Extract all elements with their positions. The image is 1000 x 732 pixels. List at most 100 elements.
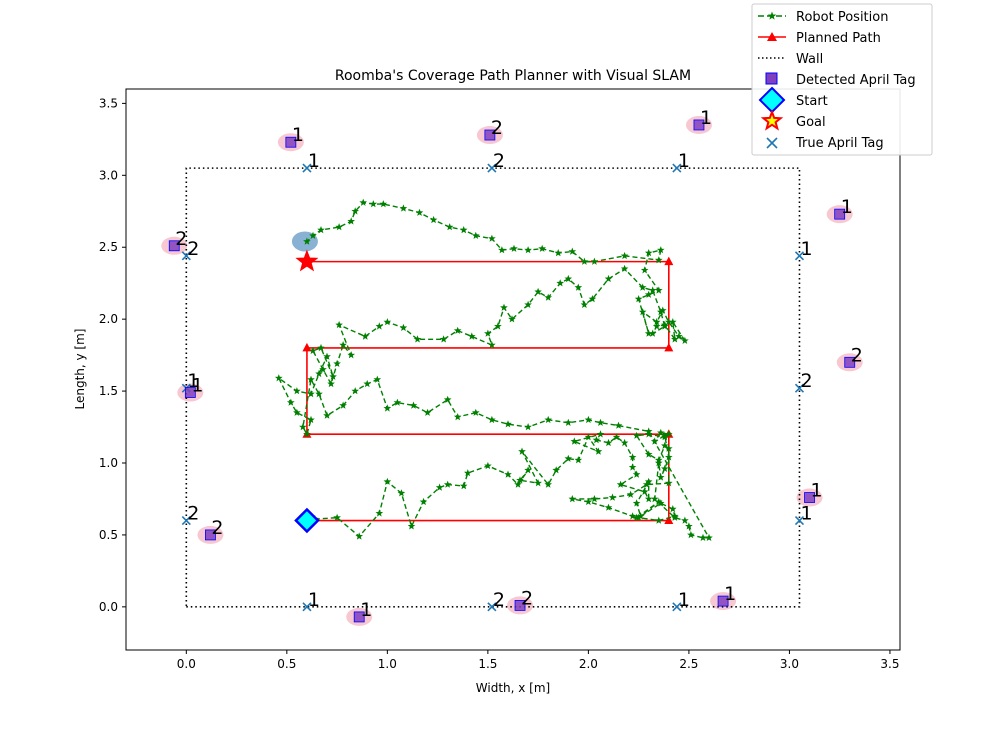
legend-robot-position: Robot Position <box>796 10 888 25</box>
true-tag-stroke <box>181 515 191 526</box>
x-tick-label: 2.0 <box>579 657 598 671</box>
robot-position-point <box>524 246 532 254</box>
robot-position-point <box>590 257 599 265</box>
true-tag-marker <box>487 163 497 173</box>
robot-position-point <box>464 469 472 477</box>
robot-position-point <box>393 398 402 406</box>
detected-tag-label: 2 <box>851 344 863 366</box>
x-tick-label: 0.5 <box>277 657 296 671</box>
robot-position-point <box>657 428 665 436</box>
robot-position-point <box>309 231 317 239</box>
detected-tag-marker <box>804 492 815 503</box>
robot-position-point <box>459 226 468 234</box>
robot-position-point <box>351 387 359 395</box>
robot-position-point <box>671 335 679 343</box>
robot-position-point <box>544 415 552 424</box>
robot-position-point <box>620 251 629 260</box>
robot-position-point <box>498 246 506 254</box>
robot-position-point <box>584 415 593 424</box>
robot-position-point <box>453 413 462 421</box>
robot-position-point <box>287 398 295 406</box>
robot-position-point <box>632 431 641 439</box>
robot-position-point <box>413 335 422 343</box>
robot-position-point <box>661 431 669 439</box>
robot-position-point <box>429 215 438 224</box>
true-tag-marker <box>181 515 191 526</box>
legend-planned-path: Planned Path <box>796 31 881 46</box>
true-tag-stroke <box>794 251 805 261</box>
detected-tag-marker <box>184 387 196 398</box>
robot-position-point <box>510 244 518 252</box>
robot-position-point <box>671 513 679 521</box>
y-tick-label: 2.5 <box>99 240 118 254</box>
y-axis-label: Length, y [m] <box>73 329 87 410</box>
true-tag-label: 1 <box>187 370 199 392</box>
planned-path-marker <box>664 256 674 266</box>
robot-position-point <box>657 473 665 481</box>
true-tag-label: 2 <box>187 238 199 260</box>
robot-position-point <box>488 234 496 242</box>
detected-tag-label: 1 <box>360 599 372 621</box>
y-tick-label: 1.5 <box>99 384 118 398</box>
legend-detected-marker <box>765 72 778 85</box>
robot-position-point <box>681 516 689 524</box>
robot-position-point <box>383 477 392 485</box>
robot-position-point <box>293 408 301 416</box>
y-tick-label: 0.5 <box>99 528 118 542</box>
detected-tag-label: 1 <box>191 375 203 397</box>
robot-position-point <box>644 427 653 435</box>
planned-path-line <box>306 260 670 522</box>
robot-position-point <box>484 329 492 337</box>
robot-position-point <box>544 480 552 488</box>
robot-position-point <box>620 264 629 272</box>
y-tick-label: 1.0 <box>99 456 118 470</box>
robot-position-point <box>484 461 492 470</box>
robot-position-point <box>628 463 637 471</box>
true-tag-label: 2 <box>800 370 812 392</box>
robot-position-point <box>642 480 651 488</box>
true-tag-stroke <box>302 602 312 612</box>
true-tag-label: 1 <box>800 238 812 260</box>
robot-position-point <box>339 341 347 349</box>
robot-position-point <box>315 390 323 398</box>
robot-position-point <box>375 509 384 517</box>
y-tick-label: 2.0 <box>99 312 118 326</box>
x-tick-label: 0.0 <box>177 657 196 671</box>
robot-position-point <box>335 223 343 231</box>
true-tag-marker <box>302 602 312 612</box>
detected-tag-marker <box>285 136 297 148</box>
robot-position-point <box>355 532 363 540</box>
robot-position-point <box>652 318 661 326</box>
robot-position-point <box>315 369 323 378</box>
robot-position-point <box>648 329 657 337</box>
robot-position-point <box>564 418 573 426</box>
x-tick-label: 3.0 <box>780 657 799 671</box>
robot-position-point <box>375 322 384 330</box>
robot-position-point <box>435 483 444 491</box>
detected-tag-marker <box>484 129 496 141</box>
robot-position-point <box>443 480 452 488</box>
robot-position-point <box>570 437 579 445</box>
robot-position-point <box>407 522 416 530</box>
robot-position-point <box>568 247 577 255</box>
true-tag-marker <box>794 251 805 261</box>
legend-detected-tag: Detected April Tag <box>796 73 916 88</box>
robot-position-point <box>534 287 542 296</box>
robot-position-point <box>628 453 637 461</box>
detected-tag-marker <box>514 600 526 611</box>
robot-position-point <box>657 246 665 254</box>
x-tick-label: 1.0 <box>378 657 397 671</box>
true-tag-label: 2 <box>493 589 505 611</box>
planned-path-marker <box>664 342 674 352</box>
true-tag-label: 2 <box>493 150 505 172</box>
robot-position-point <box>685 522 693 530</box>
robot-position-point <box>594 447 603 455</box>
robot-position-point <box>383 404 392 412</box>
robot-position-point <box>638 308 647 316</box>
robot-position-point <box>580 300 589 308</box>
true-tag-marker <box>302 163 312 173</box>
robot-position-point <box>524 423 532 431</box>
robot-position-point <box>644 290 653 298</box>
robot-position-point <box>574 283 583 291</box>
robot-position-point <box>681 336 689 344</box>
